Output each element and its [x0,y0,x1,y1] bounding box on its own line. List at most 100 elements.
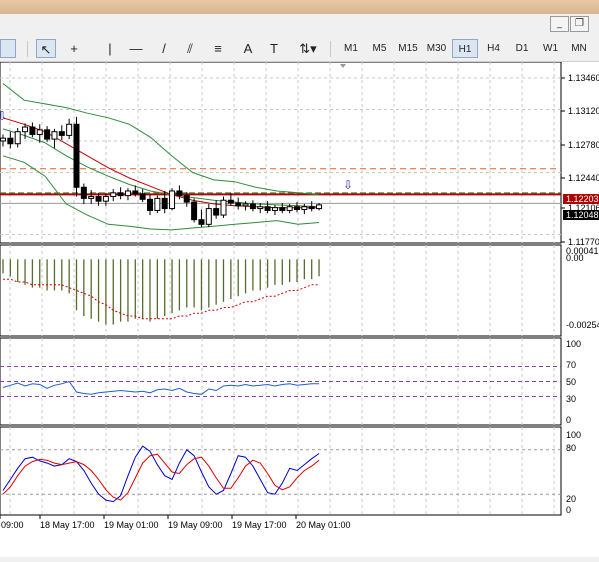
candle-body [66,123,73,136]
candle-body [36,129,43,135]
candle-body [242,203,249,207]
candle-body [88,196,95,199]
candle-body [294,206,300,211]
drawing-toolbar: ↖ + | — / ⫽ ≡ A T ⇅▾ M1 M5 M15 M30 H1 H4 D1 W1 MN [0,36,599,62]
candle-body [249,203,256,210]
candle-body [227,199,234,204]
candle-body [198,219,205,225]
chart-area[interactable]: ⇩ ⇩ 1.13460 1.13120 1.12780 1.12440 1.12203 1.1… [0,61,599,557]
timeframe-m30-button[interactable]: M30 [426,43,447,54]
bollinger-upper-line [2,83,320,196]
crosshair-tool-button[interactable]: + [70,41,78,56]
bollinger-middle-line [2,128,320,208]
macd-tick-label: 0.00 [566,253,584,263]
candle-body [102,196,109,202]
stoch-tick-label: 0 [566,505,571,515]
candle-body [58,131,65,136]
candle-body [22,126,29,133]
time-axis-label: 19 May 17:00 [232,520,287,530]
candle-body [205,208,212,225]
main-panel [0,61,562,244]
price-tick-label: 1.12106 [568,203,599,213]
equidistant-channel-tool-button[interactable]: ⫽ [187,41,193,56]
rsi-tick-label: 30 [566,394,576,404]
candle-body [139,193,146,200]
timeframe-m1-button[interactable]: M1 [344,43,358,54]
shift-marker [340,64,346,68]
timeframe-h4-button[interactable]: H4 [487,43,500,54]
horizontal-line-tool-button[interactable]: — [129,41,143,56]
candle-body [117,192,124,197]
timeframe-d1-button[interactable]: D1 [515,43,529,54]
restore-button[interactable]: ❐ [570,16,589,32]
candle-body [51,131,58,140]
price-label-current: 1.12048 [566,210,599,220]
chart-canvas[interactable]: ⇩⇩1.134601.131201.127801.124401.122031.1… [0,61,599,557]
minimize-button[interactable]: _ [550,16,569,32]
trendline-tool-button[interactable]: / [162,41,166,56]
candle-body [110,192,117,198]
candle-body [183,195,190,203]
arrows-tool-button[interactable]: ⇅▾ [299,41,317,56]
text-label-tool-button[interactable]: T [270,41,278,56]
candle-body [80,186,87,199]
candle-body [95,196,102,202]
candle-body [271,207,278,211]
price-label-red-bg [563,194,599,204]
candle-body [191,201,198,221]
stoch-panel [0,426,562,516]
price-tick-label: 1.13460 [568,73,599,83]
candle-body [14,131,21,145]
stochastic-signal-line [2,453,320,501]
candle-body [73,123,80,188]
candle-body [220,199,227,216]
fibonacci-tool-button[interactable]: ≡ [214,41,222,56]
text-tool-button[interactable]: A [243,41,253,56]
candle-body [316,204,323,210]
cursor-tool-button[interactable]: ↖ [36,39,56,58]
price-tick-label: 1.13120 [568,106,599,116]
stoch-tick-label: 80 [566,443,576,453]
candle-body [154,197,161,211]
time-axis-label: 18 May 17:00 [40,520,95,530]
candle-body [279,207,286,211]
candle-body [169,190,176,210]
time-axis-label: y 09:00 [0,520,24,530]
rsi-tick-label: 100 [566,339,581,349]
down-arrow-marker: ⇩ [343,178,353,192]
candle-body [286,206,293,211]
price-tick-label: 1.12780 [568,140,599,150]
candle-body [44,129,51,140]
rsi-tick-label: 50 [566,377,576,387]
timeframe-mn-button[interactable]: MN [571,43,587,54]
timeframe-m15-button[interactable]: M15 [398,43,418,54]
toolbar-separator [330,41,331,57]
timeframe-h1-button[interactable]: H1 [452,39,478,58]
candle-body [124,190,131,197]
candle-body [308,206,315,210]
candle-body [176,190,183,197]
candle-body [7,137,14,145]
toolbar-separator [27,41,28,57]
candle-body [147,198,153,211]
candle-body [29,126,36,135]
chart-toolbar-toggle[interactable] [0,39,16,58]
time-axis-label: 19 May 09:00 [168,520,223,530]
stoch-tick-label: 20 [566,494,576,504]
timeframe-w1-button[interactable]: W1 [543,43,558,54]
price-label-current-bg [563,210,599,220]
candle-body [301,206,308,211]
time-axis-label: 20 May 01:00 [296,520,351,530]
macd-signal-line [3,278,320,320]
candle-body [0,137,6,142]
rsi-tick-label: 70 [566,360,576,370]
rsi-line [2,380,320,395]
macd-tick-label: 0.000417 [566,246,599,256]
window-title-bar [0,0,599,14]
timeframe-m5-button[interactable]: M5 [372,43,387,54]
bollinger-lower-line [2,155,320,231]
stoch-tick-label: 100 [566,430,581,440]
candle-body [235,202,242,207]
vertical-line-tool-button[interactable]: | [108,41,112,56]
stochastic-main-line [2,445,320,503]
